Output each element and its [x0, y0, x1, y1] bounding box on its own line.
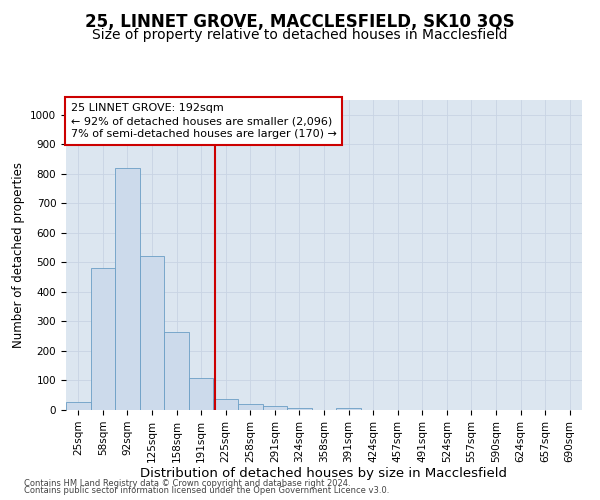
X-axis label: Distribution of detached houses by size in Macclesfield: Distribution of detached houses by size …	[140, 468, 508, 480]
Bar	[336, 408, 361, 410]
Text: Contains public sector information licensed under the Open Government Licence v3: Contains public sector information licen…	[24, 486, 389, 495]
Bar	[263, 406, 287, 410]
Y-axis label: Number of detached properties: Number of detached properties	[11, 162, 25, 348]
Bar	[91, 268, 115, 410]
Bar	[140, 256, 164, 410]
Text: 25, LINNET GROVE, MACCLESFIELD, SK10 3QS: 25, LINNET GROVE, MACCLESFIELD, SK10 3QS	[85, 12, 515, 30]
Bar	[164, 332, 189, 410]
Bar	[189, 378, 214, 410]
Bar	[115, 168, 140, 410]
Bar	[66, 402, 91, 410]
Text: 25 LINNET GROVE: 192sqm
← 92% of detached houses are smaller (2,096)
7% of semi-: 25 LINNET GROVE: 192sqm ← 92% of detache…	[71, 103, 337, 140]
Bar	[287, 408, 312, 410]
Bar	[238, 404, 263, 410]
Bar	[214, 399, 238, 410]
Text: Size of property relative to detached houses in Macclesfield: Size of property relative to detached ho…	[92, 28, 508, 42]
Text: Contains HM Land Registry data © Crown copyright and database right 2024.: Contains HM Land Registry data © Crown c…	[24, 478, 350, 488]
